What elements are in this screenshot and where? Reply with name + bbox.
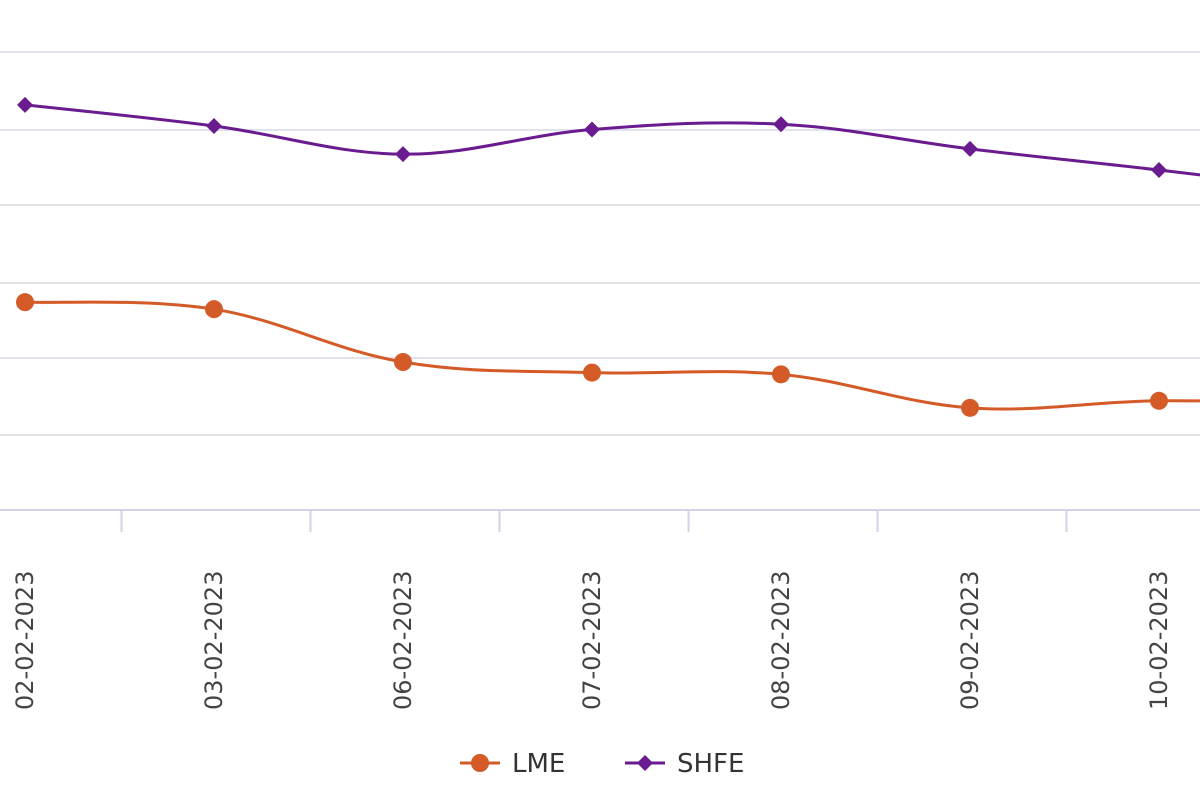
x-tick-label: 09-02-2023: [956, 571, 984, 710]
data-point[interactable]: [961, 398, 979, 417]
x-tick-label: 02-02-2023: [11, 571, 39, 710]
data-point[interactable]: [583, 363, 601, 382]
x-axis: 02-02-2023 03-02-2023 06-02-2023 07-02-2023…: [0, 509, 1200, 710]
legend-item-lme[interactable]: LME: [460, 749, 565, 779]
data-point[interactable]: [16, 293, 34, 312]
x-tick-label: 07-02-2023: [578, 571, 606, 710]
data-point[interactable]: [394, 353, 412, 372]
x-tick-label: 03-02-2023: [200, 571, 228, 710]
data-point[interactable]: [1151, 162, 1167, 179]
data-point[interactable]: [1150, 391, 1168, 410]
data-point[interactable]: [17, 96, 33, 113]
data-point[interactable]: [584, 121, 600, 138]
series-line-lme: [24, 300, 1200, 411]
series-shfe: [17, 96, 1200, 179]
grid: [0, 51, 1200, 436]
data-point[interactable]: [962, 140, 978, 157]
legend-label: SHFE: [677, 749, 744, 779]
x-tick-label: 08-02-2023: [767, 571, 795, 710]
data-point[interactable]: [205, 300, 223, 319]
data-point[interactable]: [772, 365, 790, 384]
legend: LME SHFE: [460, 749, 744, 779]
series-line-shfe: [24, 103, 1200, 177]
data-point[interactable]: [206, 117, 222, 134]
legend-marker: [637, 755, 653, 771]
series-layer: [16, 96, 1200, 417]
legend-label: LME: [512, 749, 565, 779]
legend-item-shfe[interactable]: SHFE: [625, 749, 744, 779]
x-tick-label: 06-02-2023: [389, 571, 417, 710]
series-lme: [16, 293, 1200, 417]
legend-marker: [471, 754, 489, 772]
x-tick-label: 10-02-2023: [1145, 571, 1173, 710]
data-point[interactable]: [395, 146, 411, 163]
data-point[interactable]: [773, 116, 789, 133]
